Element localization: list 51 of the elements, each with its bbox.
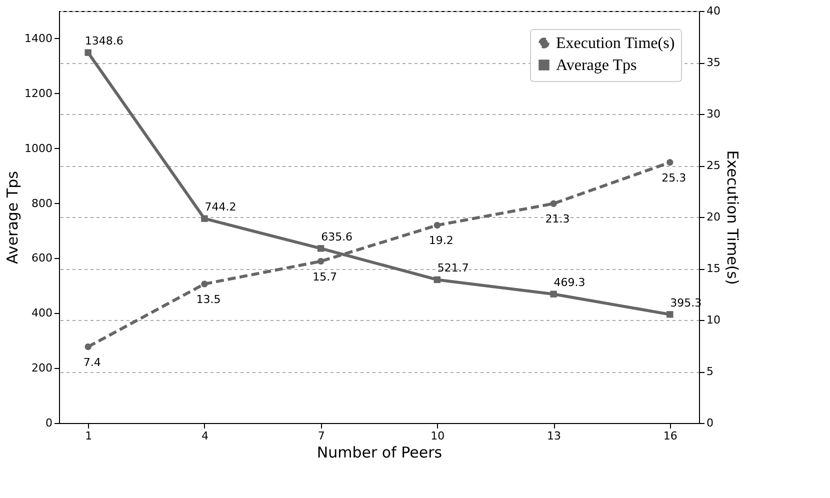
y2-tick-label: 20 xyxy=(706,210,720,224)
y2-tick-label: 0 xyxy=(706,416,714,430)
point xyxy=(434,276,441,284)
point xyxy=(317,258,324,265)
y2-axis-title: Execution Time(s) xyxy=(723,150,742,285)
point xyxy=(434,222,441,229)
x-tick-label: 1 xyxy=(85,430,92,442)
y-tick-label: 200 xyxy=(32,362,52,375)
data-label: 521.7 xyxy=(437,262,469,275)
y2-tick-label: 5 xyxy=(706,365,714,378)
y2-tick-label: 35 xyxy=(706,56,720,69)
point xyxy=(84,49,92,56)
y2-tick-label: 15 xyxy=(706,262,720,275)
data-label: 21.3 xyxy=(545,212,570,226)
data-label: 7.4 xyxy=(83,356,101,369)
data-label: 1348.6 xyxy=(84,34,124,48)
y-tick-label: 600 xyxy=(32,252,52,265)
data-label: 13.5 xyxy=(196,292,221,306)
data-label: 25.3 xyxy=(662,171,686,184)
y-tick-label: 1200 xyxy=(24,86,52,100)
x-tick-label: 4 xyxy=(201,430,208,442)
y-axis-title: Average Tps xyxy=(4,170,22,264)
data-label: 469.3 xyxy=(554,276,586,290)
y-tick-label: 400 xyxy=(32,306,52,320)
y2-tick-label: 30 xyxy=(706,108,720,120)
y2-tick-label: 25 xyxy=(706,159,720,172)
y-tick-label: 1400 xyxy=(24,32,52,45)
x-axis-title: Number of Peers xyxy=(316,444,442,462)
point xyxy=(666,159,674,166)
x-tick-label: 10 xyxy=(430,430,445,442)
point xyxy=(201,280,208,288)
legend-label: Average Tps xyxy=(556,57,637,74)
point xyxy=(317,245,324,252)
point xyxy=(201,215,208,222)
data-label: 19.2 xyxy=(428,234,454,248)
data-label: 635.6 xyxy=(321,230,353,244)
point xyxy=(550,290,557,298)
y-tick-label: 1000 xyxy=(24,142,52,155)
y2-tick-label: 40 xyxy=(706,4,720,18)
point xyxy=(666,311,674,318)
point xyxy=(84,343,92,350)
legend-label: Execution Time(s) xyxy=(556,35,675,52)
x-tick-label: 13 xyxy=(547,430,562,442)
y2-tick-label: 10 xyxy=(706,314,720,326)
data-label: 744.2 xyxy=(204,200,236,214)
data-label: 15.7 xyxy=(312,270,338,284)
y-tick-label: 800 xyxy=(32,196,52,210)
point xyxy=(550,200,557,207)
y-tick-label: 0 xyxy=(46,416,52,430)
x-tick-label: 16 xyxy=(663,430,678,442)
x-tick-label: 7 xyxy=(318,430,325,442)
